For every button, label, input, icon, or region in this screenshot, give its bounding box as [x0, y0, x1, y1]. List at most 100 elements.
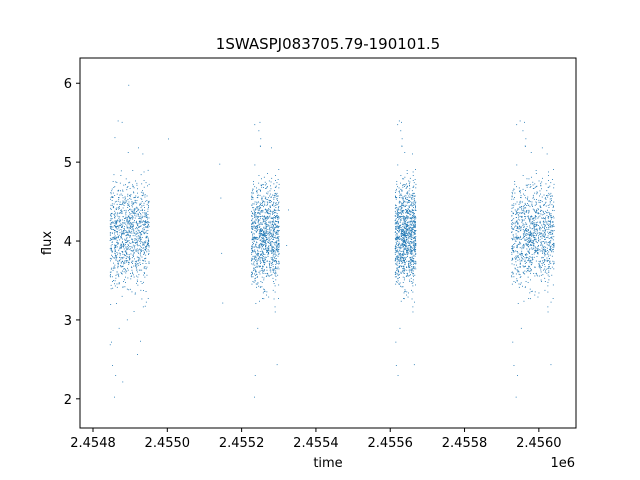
data-point — [516, 280, 518, 282]
data-point — [549, 266, 550, 268]
data-point — [548, 244, 550, 246]
data-point — [542, 217, 544, 219]
data-point — [252, 222, 253, 224]
data-point — [544, 260, 546, 262]
data-point — [125, 239, 127, 241]
data-point — [549, 246, 551, 247]
data-point — [145, 212, 147, 214]
data-point — [127, 248, 128, 250]
data-point — [273, 298, 275, 300]
data-point — [408, 266, 410, 268]
data-point — [395, 257, 396, 259]
data-point — [529, 241, 531, 243]
data-point — [406, 186, 408, 188]
data-point — [142, 250, 144, 251]
data-point — [269, 261, 271, 263]
data-point — [531, 254, 533, 255]
data-point — [140, 202, 142, 204]
data-point — [400, 210, 402, 212]
data-point — [540, 206, 541, 208]
data-point — [536, 193, 538, 195]
data-point — [272, 239, 274, 240]
data-point — [406, 240, 408, 242]
data-point — [128, 221, 130, 223]
data-point — [397, 249, 399, 251]
data-point — [119, 194, 121, 196]
data-point — [516, 238, 517, 240]
data-point — [117, 225, 119, 227]
data-point — [270, 267, 272, 268]
data-point — [144, 266, 146, 268]
data-point — [121, 210, 123, 212]
data-point — [552, 207, 554, 208]
data-point — [137, 196, 139, 198]
data-point — [276, 260, 277, 262]
data-point — [409, 213, 410, 215]
data-point — [411, 210, 413, 212]
data-point — [403, 259, 404, 261]
data-point — [267, 199, 269, 200]
data-point — [533, 217, 535, 219]
data-point — [271, 244, 273, 246]
data-point — [111, 267, 113, 269]
data-point — [511, 224, 513, 226]
data-point — [126, 200, 128, 202]
data-point — [396, 221, 398, 223]
data-point — [263, 235, 265, 236]
data-point — [413, 241, 415, 243]
data-point — [265, 231, 267, 233]
data-point — [512, 223, 514, 225]
data-point — [523, 227, 525, 228]
data-point — [261, 248, 262, 250]
data-point — [273, 197, 275, 199]
data-point — [529, 288, 531, 290]
data-point — [268, 221, 269, 223]
data-point — [544, 281, 546, 282]
data-point — [134, 220, 135, 221]
data-point — [525, 242, 527, 244]
data-point — [252, 272, 253, 274]
data-point — [131, 218, 133, 220]
data-point — [121, 212, 123, 214]
data-point — [140, 214, 142, 216]
data-point — [409, 263, 411, 264]
data-point — [540, 228, 542, 230]
data-point — [269, 205, 271, 207]
data-point — [413, 192, 415, 194]
data-point — [147, 210, 149, 212]
data-point — [118, 197, 120, 199]
data-point — [126, 254, 128, 255]
data-point — [402, 282, 404, 283]
data-point — [524, 204, 526, 205]
data-point — [262, 252, 264, 254]
data-point — [517, 223, 519, 224]
data-point — [138, 260, 139, 262]
data-point — [252, 226, 253, 228]
data-point — [403, 227, 405, 229]
data-point — [278, 206, 280, 207]
data-point — [399, 190, 400, 192]
data-point — [135, 230, 137, 232]
data-point — [411, 269, 413, 271]
data-point — [537, 249, 538, 251]
data-point — [132, 235, 134, 237]
data-point — [122, 286, 124, 288]
data-point — [273, 205, 275, 207]
data-point — [127, 199, 129, 201]
data-point — [516, 220, 518, 222]
data-point — [275, 262, 277, 264]
data-point — [255, 273, 257, 275]
data-point — [404, 239, 405, 241]
data-point — [414, 246, 416, 248]
data-point — [258, 227, 260, 228]
data-point — [115, 223, 117, 224]
data-point — [264, 240, 266, 241]
data-point — [400, 237, 402, 239]
data-point — [111, 196, 113, 197]
data-point — [525, 255, 527, 256]
data-point — [398, 260, 400, 262]
data-point — [541, 267, 542, 268]
data-point — [126, 242, 127, 243]
data-point — [412, 247, 414, 249]
data-point — [257, 212, 259, 214]
